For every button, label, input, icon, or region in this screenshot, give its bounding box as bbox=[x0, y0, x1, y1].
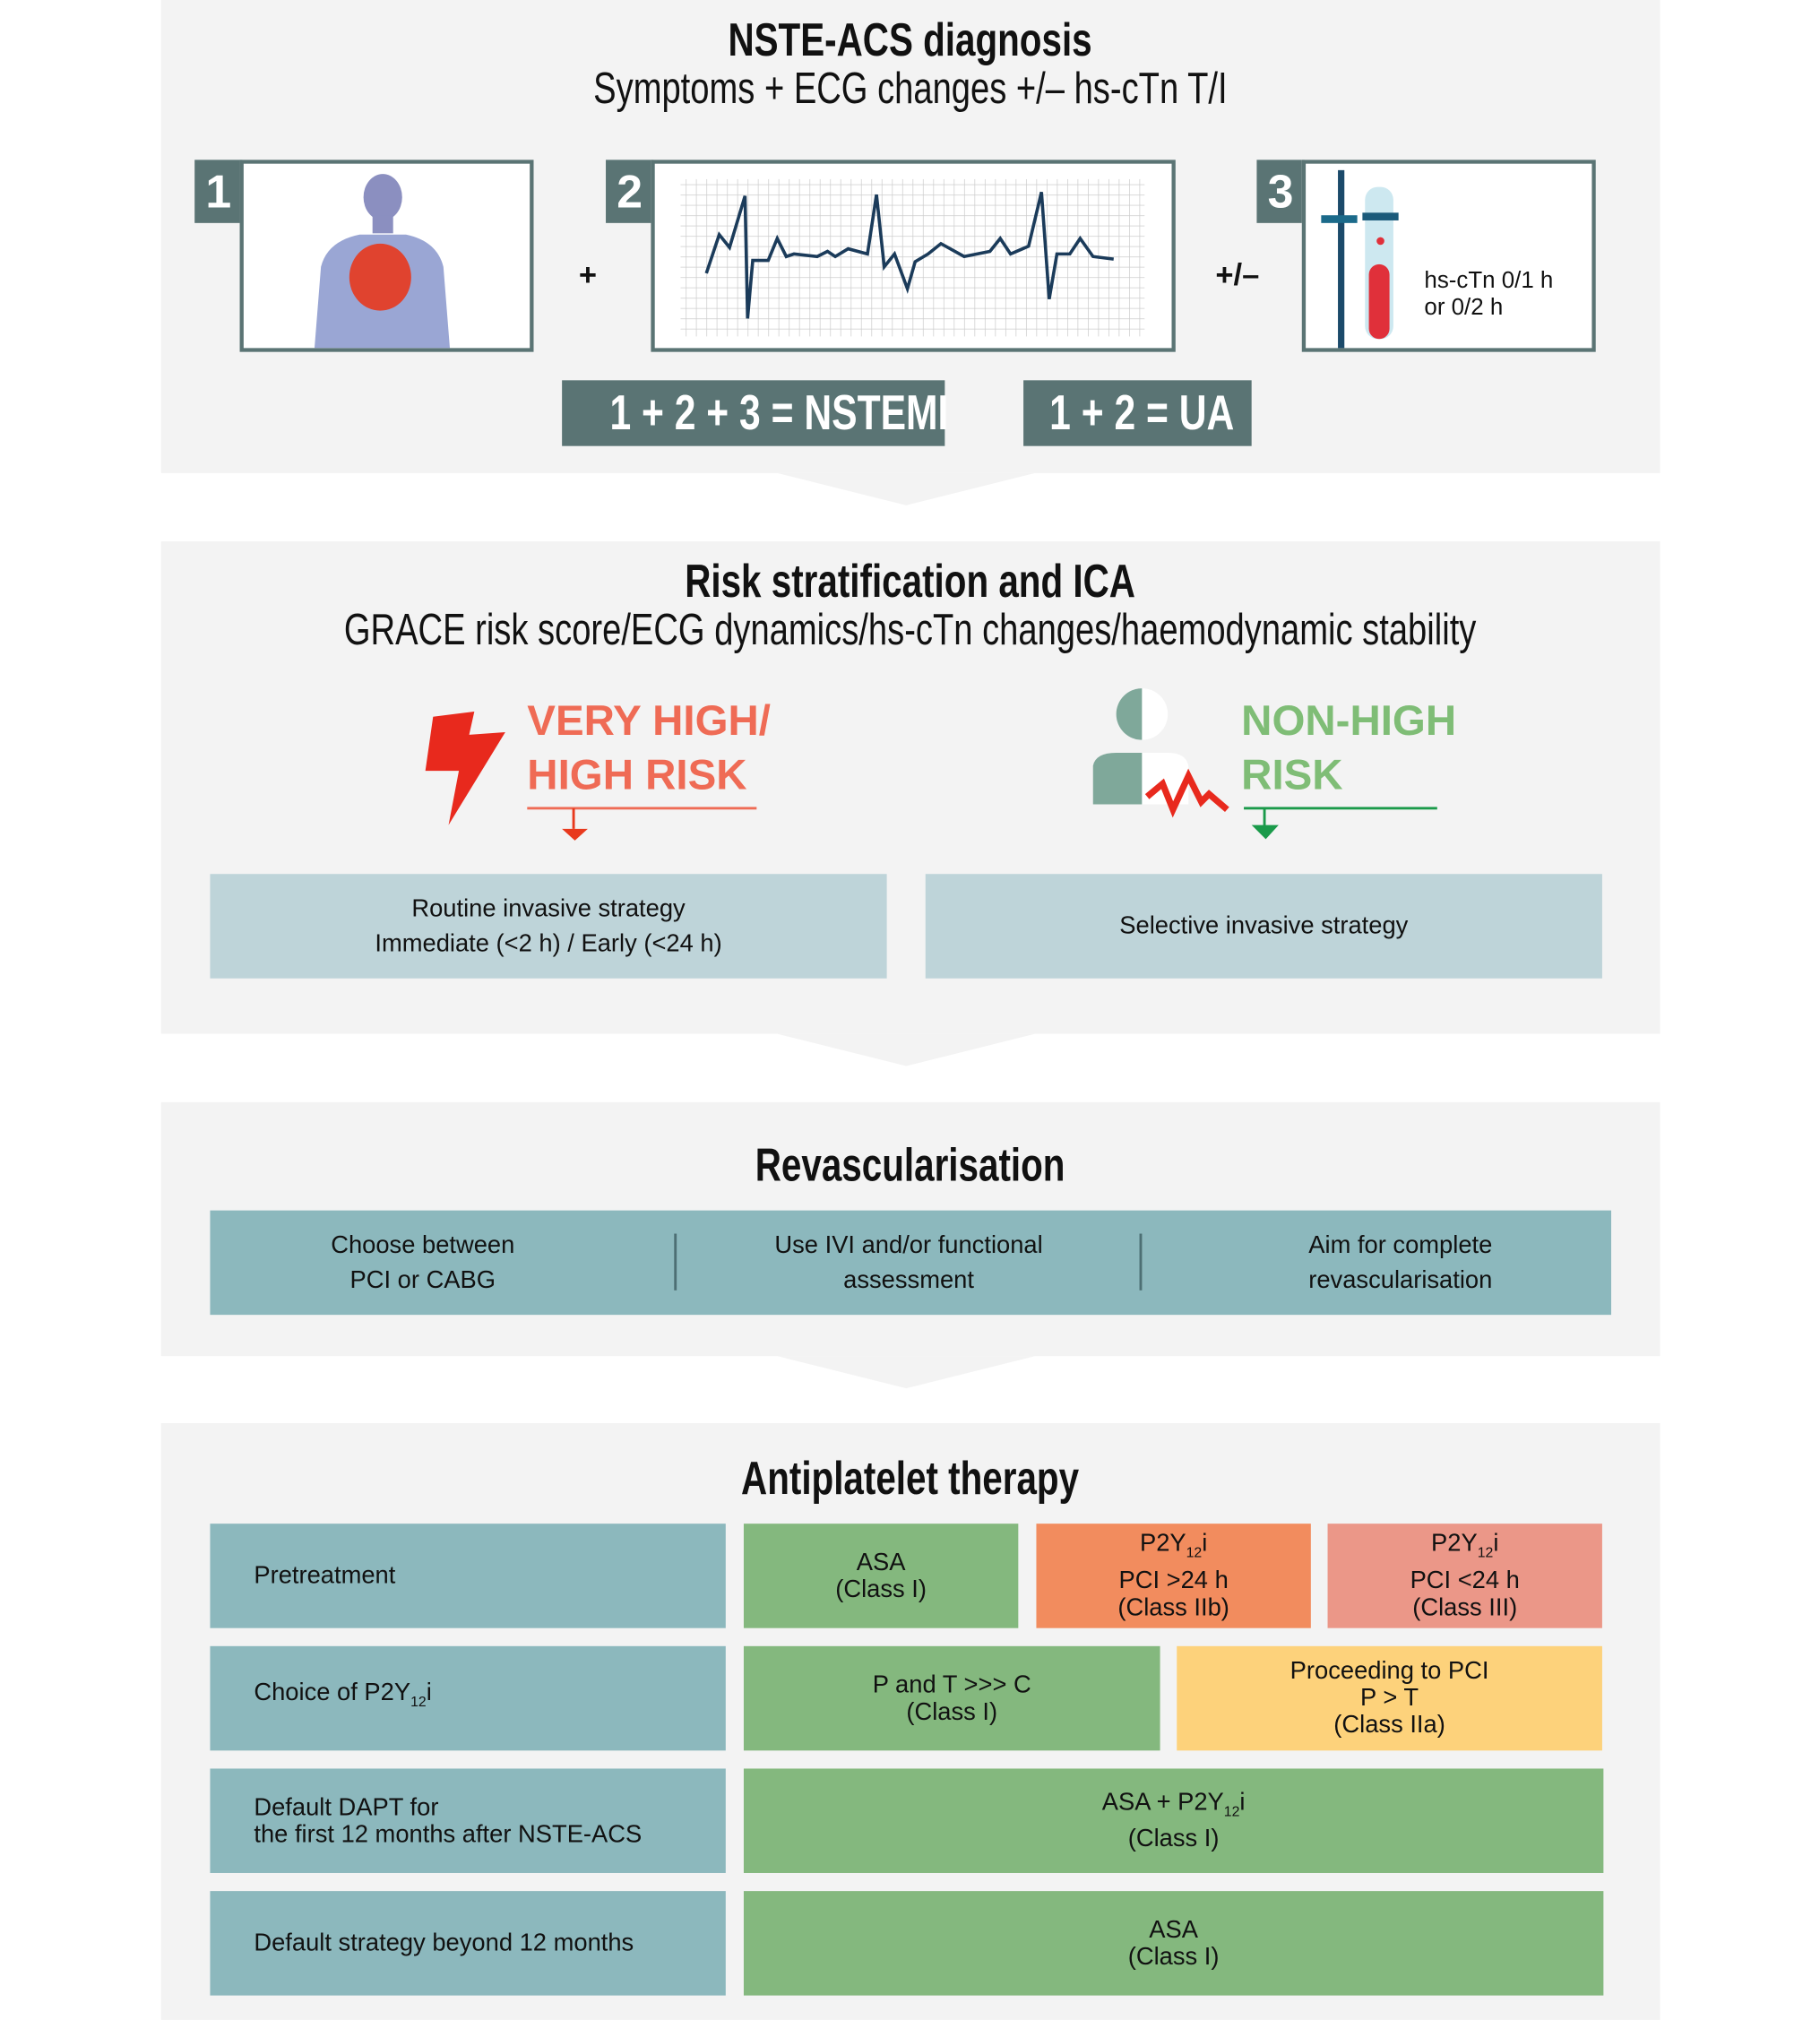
flow-arrow bbox=[777, 472, 1036, 505]
hs-ctn-timing-1: hs-cTn 0/1 h bbox=[1424, 266, 1554, 293]
patient-heartbeat-icon bbox=[1092, 688, 1229, 818]
cell-beyond-asa: ASA (Class I) bbox=[743, 1891, 1604, 1996]
cell-p-and-t: P and T >>> C (Class I) bbox=[743, 1645, 1160, 1751]
step-number-1: 1 bbox=[194, 160, 243, 223]
diagnosis-subtitle: Symptoms + ECG changes +/– hs-cTn T/I bbox=[593, 64, 1228, 114]
step-number-3: 3 bbox=[1256, 160, 1305, 223]
diagnosis-title: NSTE-ACS diagnosis bbox=[729, 13, 1093, 66]
revasc-item-pci-cabg: Choose between PCI or CABG bbox=[331, 1231, 515, 1294]
row-label-beyond: Default strategy beyond 12 months bbox=[210, 1891, 726, 1996]
cell-asa-pretreatment: ASA (Class I) bbox=[743, 1524, 1019, 1628]
selective-invasive-strategy-box: Selective invasive strategy bbox=[925, 874, 1602, 979]
hs-ctn-timing-2: or 0/2 h bbox=[1424, 293, 1504, 320]
revasc-bar: Choose between PCI or CABG Use IVI and/or… bbox=[210, 1210, 1611, 1316]
risk-subtitle: GRACE risk score/ECG dynamics/hs-cTn cha… bbox=[344, 606, 1477, 655]
lightning-icon bbox=[425, 711, 505, 825]
high-risk-underline bbox=[527, 807, 757, 810]
nstemi-formula: 1 + 2 + 3 = NSTEMI bbox=[562, 380, 948, 446]
revasc-title: Revascularisation bbox=[755, 1138, 1066, 1192]
blood-test-tube-icon: hs-cTn 0/1 h or 0/2 h bbox=[1301, 160, 1596, 352]
non-high-risk-underline bbox=[1244, 807, 1437, 810]
plus-minus-operator: +/– bbox=[1215, 257, 1260, 293]
arrow-down-icon bbox=[1251, 807, 1279, 840]
antiplatelet-title: Antiplatelet therapy bbox=[741, 1451, 1080, 1505]
cell-dapt: ASA + P2Y12i (Class I) bbox=[743, 1768, 1604, 1873]
high-risk-label: VERY HIGH/ HIGH RISK bbox=[527, 695, 771, 799]
arrow-down-icon bbox=[562, 807, 588, 841]
row-label-pretreatment: Pretreatment bbox=[210, 1524, 726, 1628]
revasc-item-complete: Aim for complete revascularisation bbox=[1308, 1231, 1493, 1294]
cell-proceeding-pci: Proceeding to PCI P > T (Class IIa) bbox=[1177, 1645, 1602, 1751]
flow-arrow bbox=[777, 1356, 1036, 1389]
row-label-choice: Choice of P2Y12i bbox=[210, 1645, 726, 1751]
ecg-icon bbox=[651, 160, 1176, 352]
chest-pain-icon bbox=[239, 160, 534, 352]
revasc-item-ivi: Use IVI and/or functional assessment bbox=[774, 1231, 1043, 1294]
plus-operator: + bbox=[578, 257, 597, 293]
ua-formula: 1 + 2 = UA bbox=[1023, 380, 1252, 446]
step-number-2: 2 bbox=[606, 160, 654, 223]
flow-arrow bbox=[777, 1033, 1036, 1066]
routine-invasive-strategy-box: Routine invasive strategy Immediate (<2 … bbox=[210, 874, 887, 979]
cell-p2y12-gt24: P2Y12i PCI >24 h (Class IIb) bbox=[1036, 1524, 1311, 1628]
row-label-default-dapt: Default DAPT for the first 12 months afte… bbox=[210, 1768, 726, 1873]
risk-title: Risk stratification and ICA bbox=[685, 554, 1136, 608]
non-high-risk-label: NON-HIGH RISK bbox=[1241, 695, 1457, 799]
divider bbox=[674, 1233, 677, 1291]
cell-p2y12-lt24: P2Y12i PCI <24 h (Class III) bbox=[1327, 1524, 1602, 1628]
divider bbox=[1139, 1233, 1143, 1291]
